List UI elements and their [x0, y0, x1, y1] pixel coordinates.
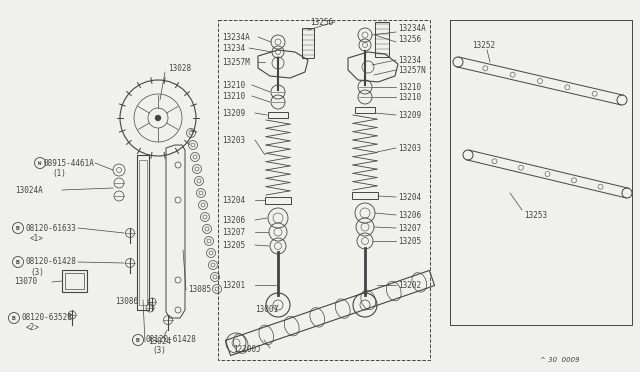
- Text: 13209: 13209: [222, 109, 245, 118]
- Text: 13210: 13210: [398, 83, 421, 92]
- Text: 13001: 13001: [255, 305, 278, 314]
- Text: 13204: 13204: [398, 192, 421, 202]
- Text: ^ 30  0009: ^ 30 0009: [540, 357, 580, 363]
- Text: 13210: 13210: [222, 80, 245, 90]
- Text: 13207: 13207: [398, 224, 421, 232]
- Text: W: W: [38, 160, 42, 166]
- Text: 13207: 13207: [222, 228, 245, 237]
- Bar: [62, 270, 87, 292]
- Text: 13256: 13256: [398, 35, 421, 44]
- Text: 13204: 13204: [222, 196, 245, 205]
- Text: 13210: 13210: [398, 93, 421, 102]
- Bar: [137, 155, 149, 310]
- Bar: [265, 197, 291, 204]
- Text: 13203: 13203: [398, 144, 421, 153]
- Text: 08120-61633: 08120-61633: [26, 224, 77, 232]
- Text: <2>: <2>: [26, 324, 40, 333]
- Text: 13234: 13234: [222, 44, 245, 52]
- Bar: [355, 107, 375, 113]
- Text: (3): (3): [30, 267, 44, 276]
- Text: 08120-61428: 08120-61428: [26, 257, 77, 266]
- Text: B: B: [136, 337, 140, 343]
- Text: 13024: 13024: [148, 337, 171, 346]
- Text: 13206: 13206: [398, 211, 421, 219]
- Text: B: B: [16, 225, 20, 231]
- Text: 13024A: 13024A: [15, 186, 43, 195]
- Text: 13205: 13205: [398, 237, 421, 246]
- Text: 13206: 13206: [222, 215, 245, 224]
- Bar: [139, 160, 147, 305]
- Text: 08120-61428: 08120-61428: [146, 336, 197, 344]
- Text: 13234A: 13234A: [222, 32, 250, 42]
- Text: 08120-63528: 08120-63528: [22, 314, 73, 323]
- Text: 13210: 13210: [222, 92, 245, 100]
- Bar: [65, 273, 84, 289]
- Text: 13203: 13203: [222, 135, 245, 144]
- Text: 13257M: 13257M: [222, 58, 250, 67]
- Text: 13201: 13201: [222, 280, 245, 289]
- Text: 13234A: 13234A: [398, 23, 426, 32]
- Text: 13252: 13252: [472, 41, 495, 49]
- Bar: [268, 112, 288, 118]
- Text: 08915-4461A: 08915-4461A: [44, 158, 95, 167]
- Text: 13028: 13028: [168, 64, 191, 73]
- Text: 13234: 13234: [398, 55, 421, 64]
- Text: 12200J: 12200J: [233, 346, 260, 355]
- Text: 13070: 13070: [14, 278, 37, 286]
- Text: (1): (1): [52, 169, 66, 177]
- Text: 13209: 13209: [398, 110, 421, 119]
- Text: 13257N: 13257N: [398, 65, 426, 74]
- Bar: [352, 192, 378, 199]
- Text: B: B: [12, 315, 16, 321]
- Text: 13085: 13085: [188, 285, 211, 295]
- Text: 13086: 13086: [115, 298, 138, 307]
- Bar: [302, 28, 314, 58]
- Bar: [375, 22, 389, 57]
- Circle shape: [155, 115, 161, 121]
- Text: 13253: 13253: [524, 211, 547, 219]
- Text: (3): (3): [152, 346, 166, 355]
- Text: B: B: [16, 260, 20, 264]
- Text: 13256: 13256: [310, 17, 333, 26]
- Text: 13205: 13205: [222, 241, 245, 250]
- Text: 13202: 13202: [398, 280, 421, 289]
- Text: <1>: <1>: [30, 234, 44, 243]
